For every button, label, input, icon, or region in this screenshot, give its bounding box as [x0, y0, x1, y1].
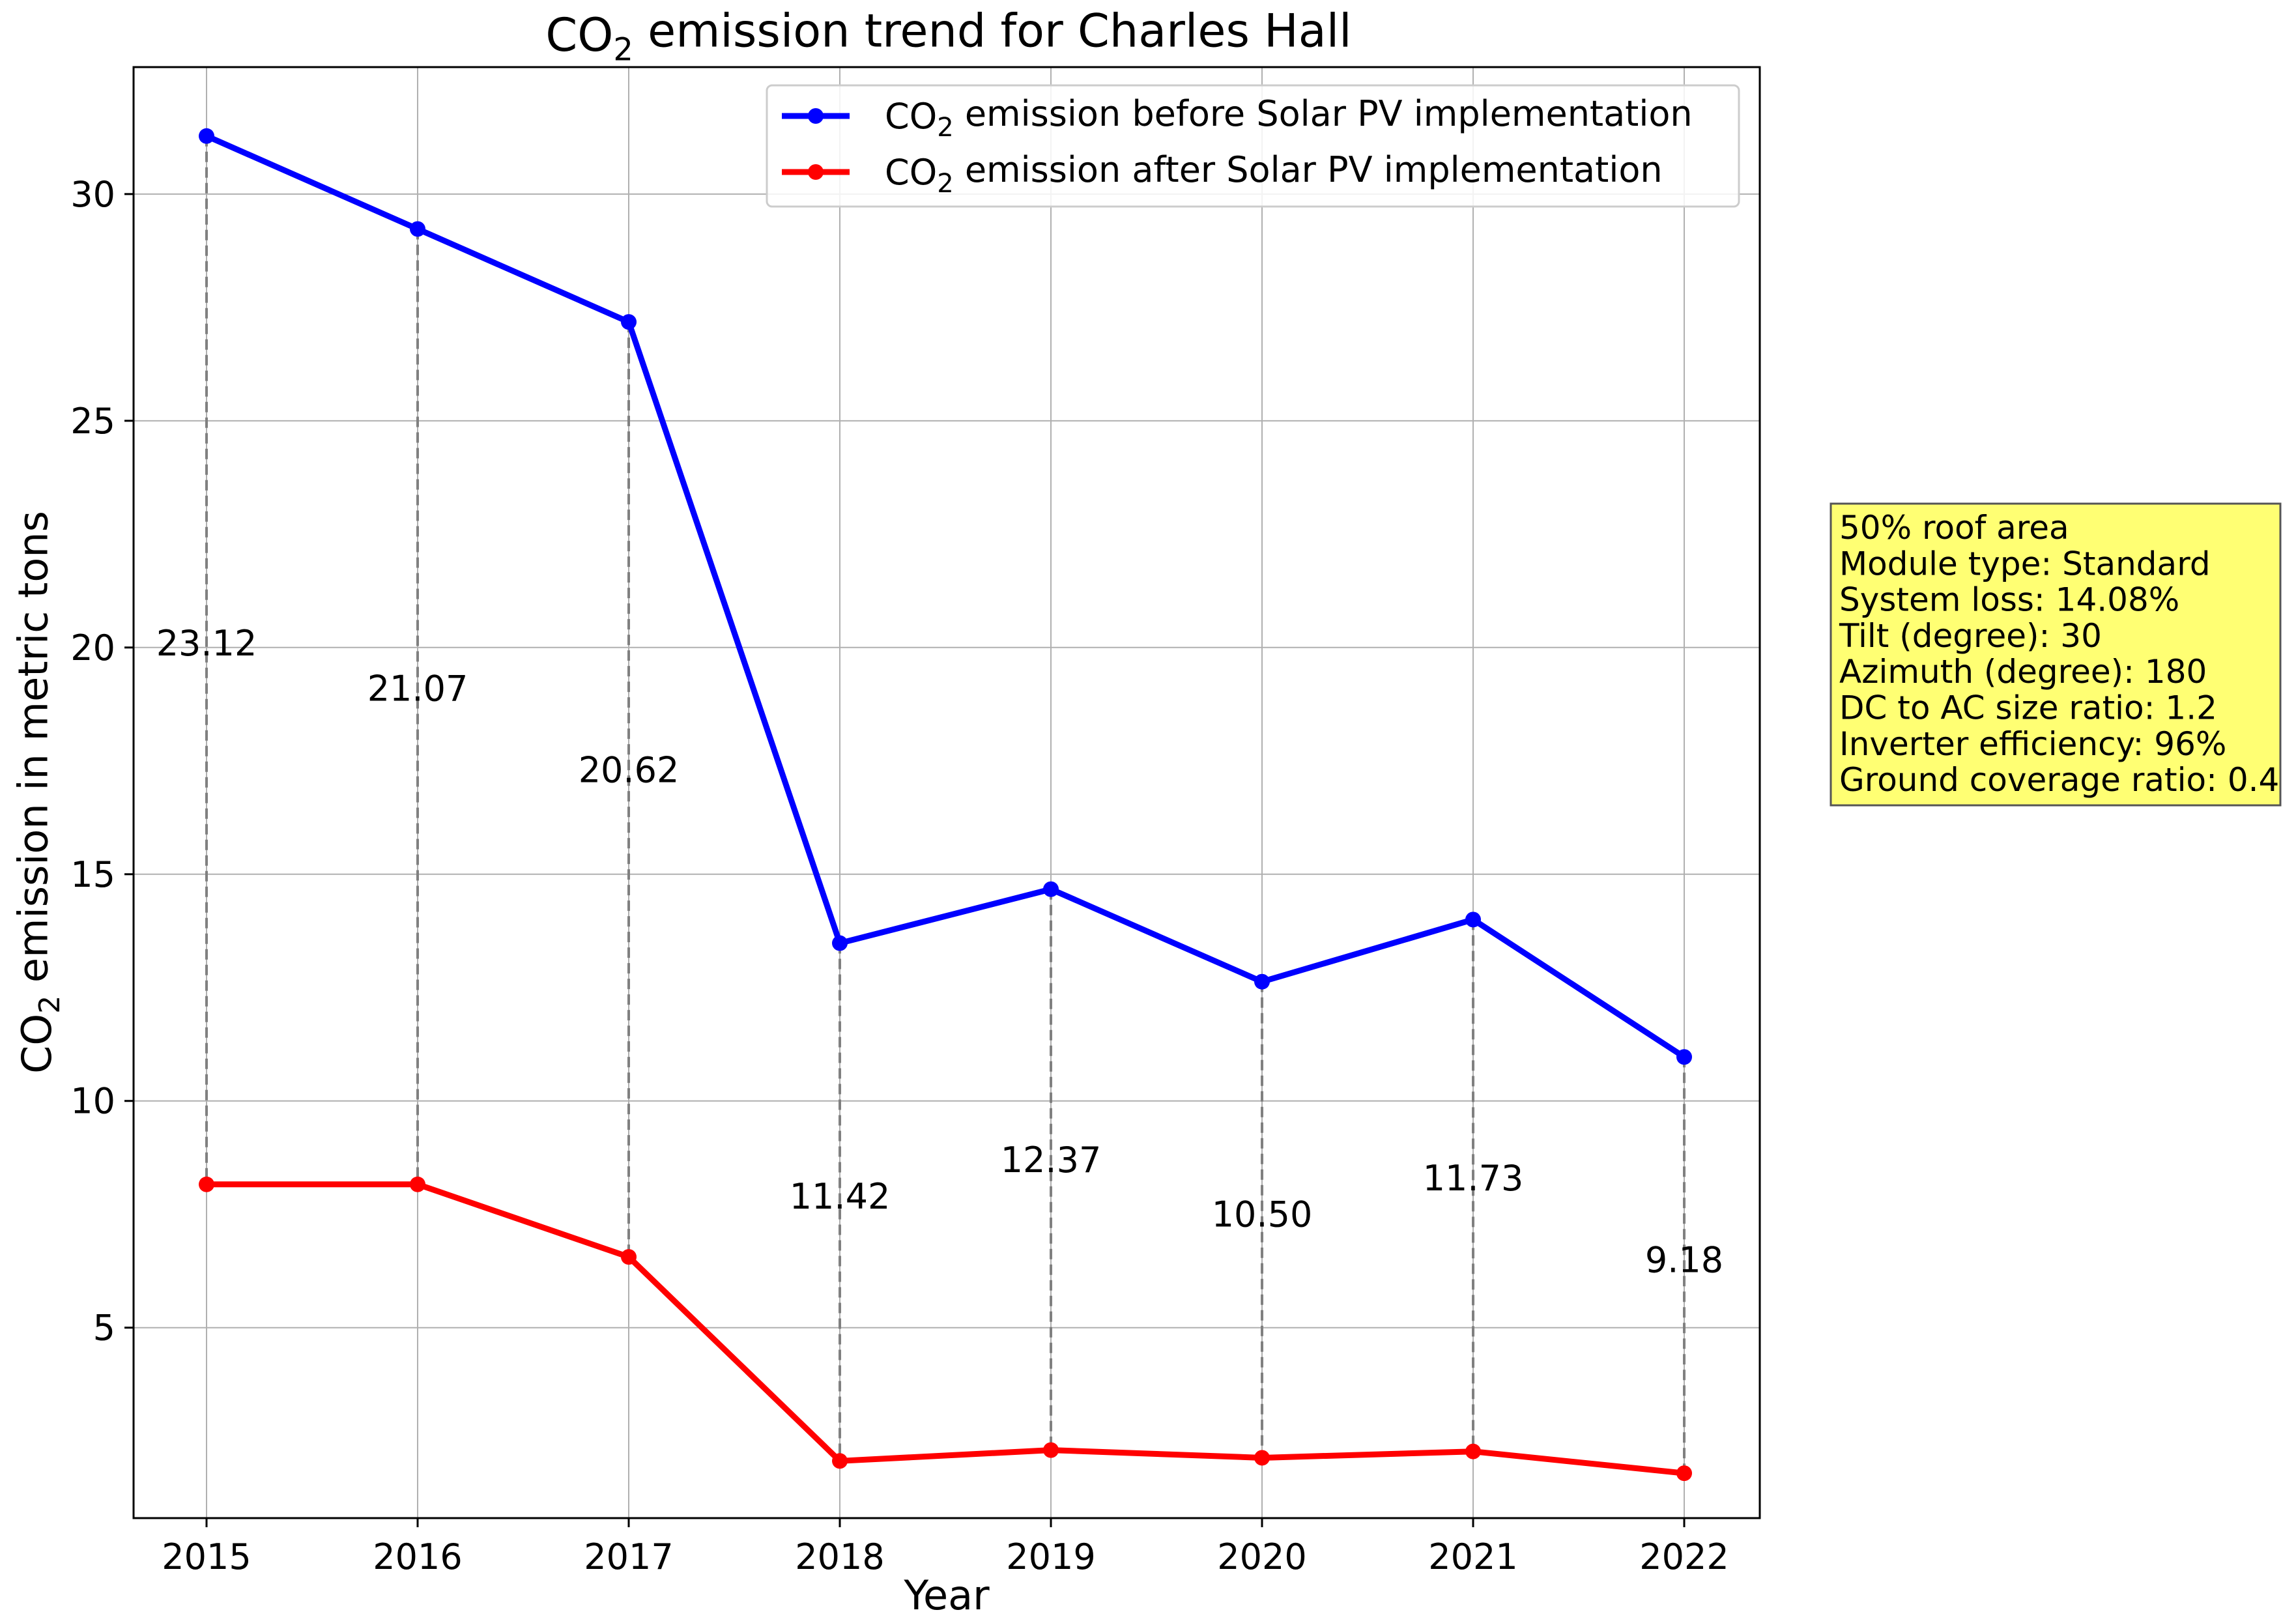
annotation-line: Azimuth (degree): 180 [1839, 653, 2207, 691]
data-point-before [1465, 912, 1481, 928]
data-series [199, 128, 1692, 1482]
y-tick-label: 5 [93, 1308, 115, 1349]
difference-label: 11.42 [790, 1176, 891, 1217]
x-tick-label: 2018 [795, 1536, 884, 1577]
difference-label: 21.07 [367, 668, 468, 709]
data-point-after [621, 1249, 637, 1265]
annotation-line: System loss: 14.08% [1839, 581, 2179, 619]
difference-label: 10.50 [1212, 1194, 1313, 1235]
annotation-line: DC to AC size ratio: 1.2 [1839, 689, 2217, 727]
plot-area-frame [132, 66, 1761, 1519]
chart-title: CO2 emission trend for Charles Hall [545, 4, 1351, 68]
data-point-after [1254, 1450, 1270, 1466]
annotation-line: Ground coverage ratio: 0.4 [1839, 761, 2279, 799]
x-axis-ticks: 2015 2016 2017 2018 2019 2020 2021 2022 [162, 1518, 1729, 1577]
data-point-before [832, 935, 848, 951]
data-point-before [1676, 1049, 1692, 1065]
data-point-after [1465, 1443, 1481, 1459]
series-line-after [203, 1181, 1687, 1476]
y-tick-label: 25 [70, 401, 115, 442]
difference-label: 20.62 [579, 750, 680, 791]
x-tick-label: 2015 [162, 1536, 251, 1577]
y-axis-title: CO2 emission in metric tons [10, 511, 67, 1074]
x-tick-label: 2019 [1006, 1536, 1095, 1577]
annotation-line: Module type: Standard [1839, 545, 2211, 582]
data-point-after [1043, 1442, 1059, 1458]
y-tick-label: 15 [70, 854, 115, 895]
data-point-before [1254, 973, 1270, 990]
annotation-box-frame [1830, 502, 2282, 807]
x-tick-label: 2017 [584, 1536, 673, 1577]
data-point-before [410, 221, 425, 237]
annotation-line: 50% roof area [1839, 509, 2069, 547]
y-tick-label: 10 [70, 1081, 115, 1122]
x-tick-label: 2022 [1639, 1536, 1729, 1577]
data-point-before [621, 314, 637, 330]
legend: CO2 emission before Solar PV implementat… [766, 84, 1740, 208]
legend-swatch-marker-before [808, 108, 824, 124]
data-point-after [1676, 1465, 1692, 1482]
x-tick-label: 2020 [1217, 1536, 1306, 1577]
data-point-before [199, 128, 214, 144]
difference-label: 12.37 [1001, 1140, 1102, 1181]
y-tick-label: 20 [70, 627, 115, 668]
data-point-after [832, 1453, 848, 1469]
y-axis-ticks: 5 10 15 20 25 30 [70, 174, 134, 1349]
legend-label-after: CO2 emission after Solar PV implementati… [885, 149, 1663, 199]
legend-label-before: CO2 emission before Solar PV implementat… [885, 93, 1693, 143]
difference-connectors [205, 136, 1686, 1474]
legend-swatch-marker-after [808, 164, 824, 180]
data-point-before [1043, 881, 1059, 897]
difference-label: 11.73 [1423, 1158, 1524, 1199]
series-line-before [203, 133, 1687, 1060]
difference-label: 9.18 [1645, 1239, 1723, 1280]
x-tick-label: 2016 [373, 1536, 462, 1577]
difference-labels: 23.12 21.07 20.62 11.42 12.37 10.50 11.73 9.18 [156, 623, 1723, 1280]
x-tick-label: 2021 [1428, 1536, 1517, 1577]
legend-frame [766, 84, 1740, 208]
annotation-line: Inverter efficiency: 96% [1839, 725, 2226, 763]
annotation-line: Tilt (degree): 30 [1839, 617, 2102, 655]
data-point-after [199, 1176, 214, 1192]
data-point-after [410, 1176, 425, 1192]
difference-label: 23.12 [156, 623, 257, 664]
y-tick-label: 30 [70, 174, 115, 215]
x-axis-title: Year [903, 1572, 990, 1619]
